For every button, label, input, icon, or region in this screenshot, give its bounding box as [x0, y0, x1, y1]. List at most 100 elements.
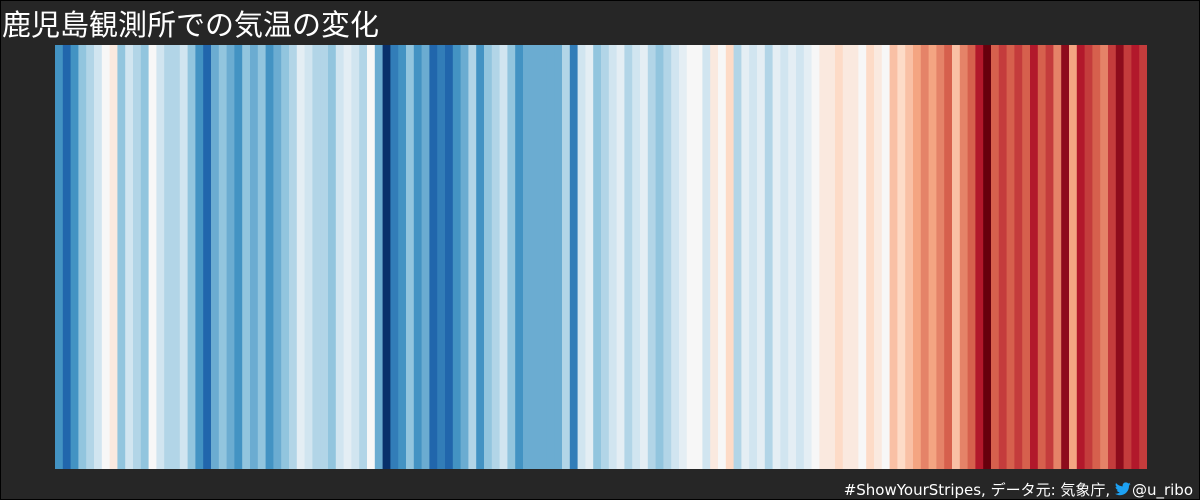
stripe [125, 45, 134, 469]
stripe [1037, 45, 1047, 469]
stripe [1053, 45, 1062, 469]
stripe [484, 45, 493, 469]
stripe [335, 45, 345, 469]
stripe [983, 45, 992, 469]
stripe [195, 45, 204, 469]
stripe [671, 45, 680, 469]
stripe [608, 45, 618, 469]
stripe [710, 45, 719, 469]
stripe [1045, 45, 1054, 469]
stripe [390, 45, 399, 469]
stripe [936, 45, 945, 469]
stripe [491, 45, 501, 469]
stripe [172, 45, 181, 469]
credit-line: #ShowYourStripes, データ元: 気象庁, @u_ribo [844, 480, 1193, 500]
stripe [577, 45, 586, 469]
stripe [156, 45, 165, 469]
stripe [546, 45, 555, 469]
stripe [874, 45, 883, 469]
stripe [211, 45, 220, 469]
stripe [203, 45, 212, 469]
stripe [476, 45, 485, 469]
twitter-bird-icon [1114, 482, 1131, 496]
stripe [1092, 45, 1101, 469]
stripe [881, 45, 891, 469]
stripe [889, 45, 898, 469]
stripe [320, 45, 329, 469]
stripe [218, 45, 228, 469]
stripe [359, 45, 368, 469]
chart-title: 鹿児島観測所での気温の変化 [2, 8, 380, 42]
stripe [133, 45, 142, 469]
stripe [975, 45, 984, 469]
stripe [530, 45, 540, 469]
stripe [226, 45, 235, 469]
stripe [780, 45, 789, 469]
stripe [421, 45, 430, 469]
stripe [429, 45, 438, 469]
stripe [70, 45, 79, 469]
stripe [515, 45, 524, 469]
stripe [507, 45, 516, 469]
stripe [663, 45, 672, 469]
stripe [413, 45, 423, 469]
stripe [928, 45, 937, 469]
stripe [1115, 45, 1125, 469]
stripe [842, 45, 852, 469]
stripe [1139, 45, 1147, 469]
stripe [1006, 45, 1015, 469]
stripe [772, 45, 781, 469]
twitter-handle: @u_ribo [1131, 481, 1193, 499]
stripe [788, 45, 797, 469]
warming-stripes [55, 45, 1147, 469]
stripe [913, 45, 922, 469]
stripe [460, 45, 469, 469]
stripe [569, 45, 579, 469]
stripe [967, 45, 976, 469]
stripe [640, 45, 649, 469]
stripe [523, 45, 532, 469]
stripe [686, 45, 696, 469]
stripe [757, 45, 766, 469]
stripe [819, 45, 828, 469]
stripe [1076, 45, 1086, 469]
stripe [959, 45, 969, 469]
stripe [1014, 45, 1023, 469]
stripe [1061, 45, 1070, 469]
stripe [1030, 45, 1039, 469]
stripe [312, 45, 321, 469]
stripe [905, 45, 914, 469]
stripe [374, 45, 384, 469]
stripe [593, 45, 602, 469]
stripe [827, 45, 836, 469]
stripe [866, 45, 875, 469]
stripe [952, 45, 961, 469]
stripe [367, 45, 376, 469]
stripe [1123, 45, 1132, 469]
stripe [499, 45, 508, 469]
stripe [562, 45, 571, 469]
stripe [273, 45, 282, 469]
stripe [764, 45, 774, 469]
stripe [796, 45, 805, 469]
stripe [55, 45, 64, 469]
stripe [835, 45, 844, 469]
stripe [351, 45, 360, 469]
stripe [86, 45, 95, 469]
stripe [164, 45, 173, 469]
stripe [452, 45, 462, 469]
stripe [616, 45, 625, 469]
stripe [694, 45, 703, 469]
stripe [296, 45, 306, 469]
stripe [257, 45, 267, 469]
stripe [281, 45, 290, 469]
stripe [944, 45, 953, 469]
stripe [741, 45, 750, 469]
stripe [679, 45, 688, 469]
stripe [725, 45, 735, 469]
stripe [1069, 45, 1078, 469]
stripe [858, 45, 867, 469]
stripe [811, 45, 820, 469]
stripe [304, 45, 313, 469]
